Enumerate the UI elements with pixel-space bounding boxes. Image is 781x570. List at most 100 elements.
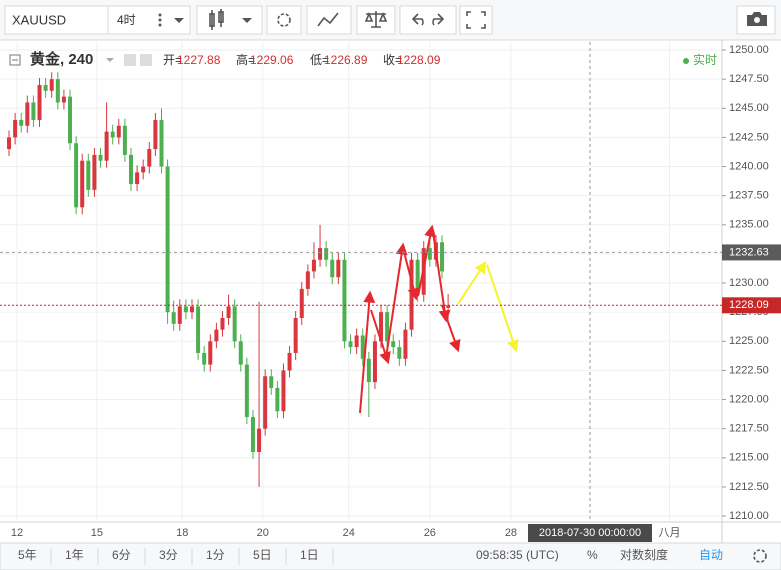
candle-body bbox=[342, 259, 347, 342]
plot-area bbox=[0, 42, 722, 522]
candle-body bbox=[372, 341, 377, 383]
candle-body bbox=[275, 387, 280, 412]
settings-button[interactable] bbox=[266, 5, 302, 35]
x-tick-label: 26 bbox=[424, 527, 436, 539]
candle-body bbox=[80, 160, 85, 208]
range-buttons: 5年 1年 6分 3分 1分 5日 1日 bbox=[18, 548, 334, 565]
settings-icon[interactable] bbox=[140, 54, 152, 66]
candle-body bbox=[43, 84, 48, 91]
undo-icon[interactable] bbox=[411, 13, 424, 26]
y-tick-label: 1245.00 bbox=[729, 102, 769, 114]
range-button[interactable]: 5日 bbox=[253, 548, 272, 562]
range-button[interactable]: 1年 bbox=[65, 548, 84, 562]
crosshair-price-box bbox=[722, 244, 781, 261]
candle-body bbox=[159, 119, 164, 167]
candle-body bbox=[311, 259, 316, 272]
chart-style-button[interactable] bbox=[196, 5, 263, 35]
x-tick-label: 24 bbox=[343, 527, 355, 539]
candle-body bbox=[403, 329, 408, 359]
settings-icon[interactable] bbox=[753, 549, 767, 563]
realtime-dot bbox=[683, 58, 689, 64]
collapse-icon[interactable] bbox=[9, 54, 21, 66]
y-tick-label: 1230.00 bbox=[729, 277, 769, 289]
candle-body bbox=[330, 259, 335, 278]
candle-body bbox=[244, 364, 249, 418]
candle-body bbox=[440, 242, 445, 272]
candle-body bbox=[110, 131, 115, 138]
y-tick-label: 1222.50 bbox=[729, 364, 769, 376]
y-tick-label: 1242.50 bbox=[729, 131, 769, 143]
y-tick-label: 1225.00 bbox=[729, 335, 769, 347]
candle-body bbox=[305, 271, 310, 289]
undo-redo[interactable] bbox=[399, 5, 457, 35]
auto-toggle[interactable]: 自动 bbox=[699, 548, 723, 562]
fullscreen-icon bbox=[466, 11, 486, 29]
candle-body bbox=[19, 119, 24, 126]
percent-toggle[interactable]: % bbox=[587, 548, 598, 562]
candle-body bbox=[61, 96, 66, 103]
range-button[interactable]: 3分 bbox=[159, 548, 178, 562]
candle-body bbox=[269, 376, 274, 388]
ohlc-value: 1228.09 bbox=[397, 53, 441, 67]
chart-title: 黄金, 240 bbox=[30, 50, 93, 68]
y-tick-label: 1250.00 bbox=[729, 44, 769, 56]
candle-body bbox=[49, 79, 54, 91]
y-tick-label: 1220.00 bbox=[729, 393, 769, 405]
ohlc-label: 收= bbox=[383, 53, 402, 67]
title-caret[interactable] bbox=[106, 58, 114, 62]
last-price-box bbox=[722, 297, 781, 314]
y-tick-label: 1210.00 bbox=[729, 510, 769, 522]
realtime[interactable]: 实时 bbox=[693, 52, 717, 67]
candle-icon bbox=[209, 9, 224, 30]
style-caret[interactable] bbox=[242, 18, 252, 23]
range-button[interactable]: 1日 bbox=[300, 548, 319, 562]
candle-body bbox=[250, 417, 255, 452]
range-button[interactable]: 5年 bbox=[18, 548, 37, 562]
y-tick-label: 1212.50 bbox=[729, 481, 769, 493]
range-button[interactable]: 6分 bbox=[112, 548, 131, 562]
interval[interactable]: 4时 bbox=[117, 13, 136, 27]
y-tick-label: 1237.50 bbox=[729, 190, 769, 202]
log-toggle[interactable]: 对数刻度 bbox=[620, 547, 668, 562]
redo-icon[interactable] bbox=[432, 13, 445, 26]
candle-body bbox=[68, 96, 73, 144]
candle-body bbox=[31, 102, 36, 120]
crosshair-time: 2018-07-30 00:00:00 bbox=[539, 527, 641, 539]
candle-body bbox=[104, 131, 109, 161]
candle-body bbox=[37, 84, 42, 120]
interval-menu[interactable] bbox=[158, 13, 185, 27]
candle-body bbox=[287, 352, 292, 371]
symbol-box[interactable] bbox=[4, 5, 109, 35]
eye-icon[interactable] bbox=[124, 54, 136, 66]
candle-body bbox=[189, 306, 194, 313]
candle-body bbox=[385, 312, 390, 342]
candle-body bbox=[141, 166, 146, 173]
candle-body bbox=[427, 248, 432, 260]
x-tick-label: 20 bbox=[257, 527, 269, 539]
gear-icon bbox=[277, 13, 291, 27]
candle-body bbox=[379, 312, 384, 342]
candle-body bbox=[293, 318, 298, 353]
y-tick-label: 1235.00 bbox=[729, 219, 769, 231]
x-tick-label: 18 bbox=[176, 527, 188, 539]
fullscreen-button[interactable] bbox=[459, 5, 493, 35]
candle-body bbox=[122, 125, 127, 155]
candle-body bbox=[196, 306, 201, 353]
candle-body bbox=[98, 154, 103, 161]
range-button[interactable]: 1分 bbox=[206, 548, 225, 562]
symbol[interactable]: XAUUSD bbox=[12, 12, 66, 27]
candle-body bbox=[446, 305, 451, 308]
candle-body bbox=[299, 288, 304, 318]
crosshair-time-box bbox=[528, 524, 652, 542]
candle-body bbox=[257, 428, 262, 452]
x-tick-label: 12 bbox=[11, 527, 23, 539]
ohlc-label: 高= bbox=[236, 52, 255, 67]
indicators-button[interactable] bbox=[306, 5, 352, 35]
ohlc-label: 开= bbox=[163, 53, 182, 67]
candle-body bbox=[116, 125, 121, 138]
candle-body bbox=[183, 306, 188, 313]
x-tick-label: 八月 bbox=[659, 527, 681, 539]
candle-body bbox=[92, 154, 97, 190]
